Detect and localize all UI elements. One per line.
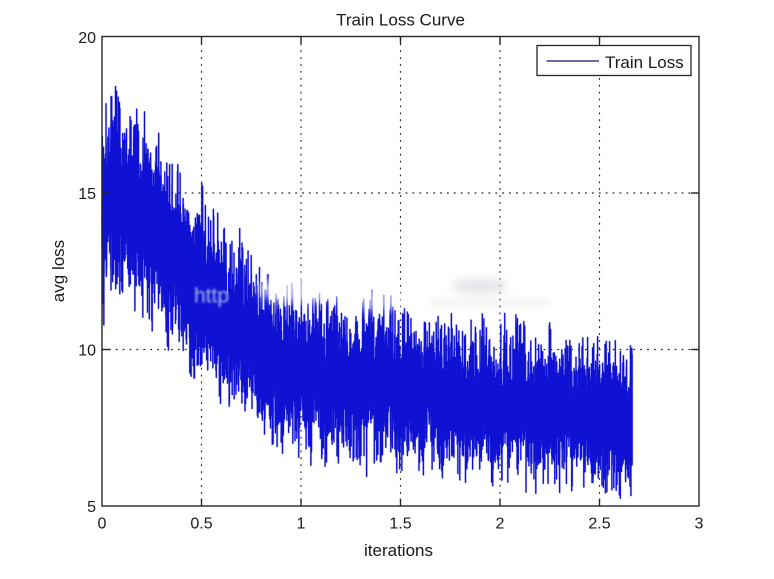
svg-text:2: 2 xyxy=(496,516,505,533)
svg-text:20: 20 xyxy=(78,30,96,47)
svg-text:2.5: 2.5 xyxy=(588,516,610,533)
svg-text:15: 15 xyxy=(78,186,96,203)
svg-text:0.5: 0.5 xyxy=(190,516,212,533)
svg-text:5: 5 xyxy=(87,499,96,516)
svg-text:0: 0 xyxy=(98,516,107,533)
svg-text:1: 1 xyxy=(297,516,306,533)
svg-text:avg loss: avg loss xyxy=(49,240,68,302)
svg-text:iterations: iterations xyxy=(364,541,433,560)
svg-text:Train Loss: Train Loss xyxy=(605,53,684,72)
svg-text:1.5: 1.5 xyxy=(389,516,411,533)
svg-text:10: 10 xyxy=(78,343,96,360)
svg-text:3: 3 xyxy=(695,516,704,533)
svg-text:http: http xyxy=(194,285,229,308)
svg-text:Train Loss Curve: Train Loss Curve xyxy=(336,11,465,30)
